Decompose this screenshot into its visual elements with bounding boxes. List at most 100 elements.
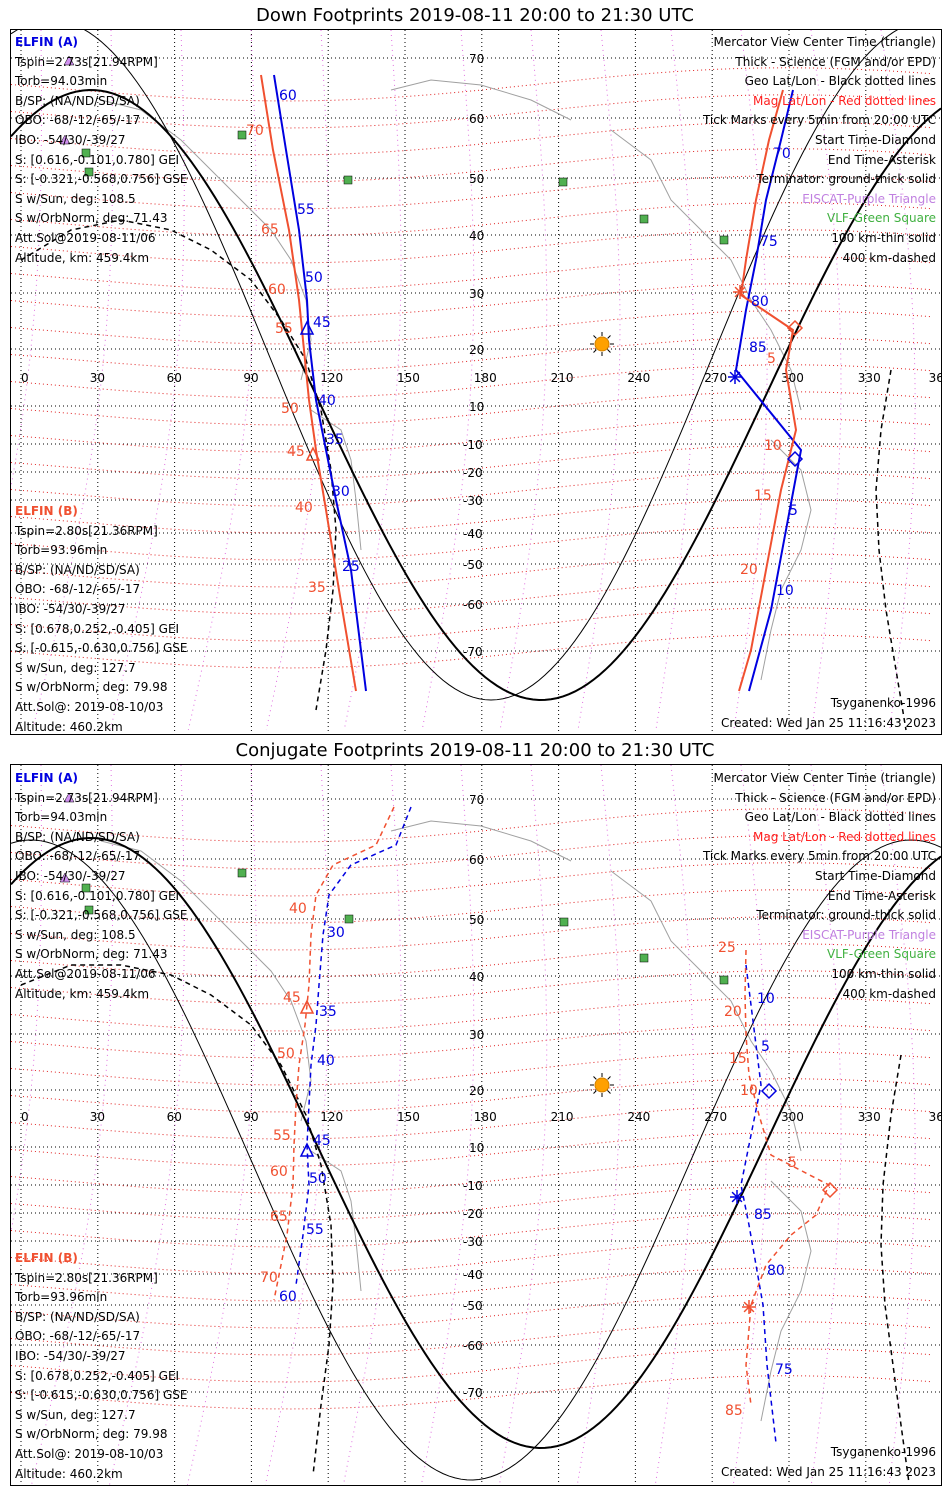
mag-lat-line (11, 148, 932, 183)
lon-label: 360 (929, 371, 942, 385)
info-line: OBO: -68/-12/-65/-17 (15, 582, 141, 597)
mag-lon-line (655, 30, 694, 731)
info-line: Altitude, km: 459.4km (15, 250, 150, 265)
mag-lat-line (11, 121, 932, 156)
info-line: Torb=93.96min (15, 1290, 108, 1305)
track-tick-label: 65 (270, 1209, 288, 1225)
track-tick-label: 10 (740, 1083, 758, 1099)
lon-label: 330 (858, 371, 881, 385)
asterisk-stroke (734, 286, 746, 298)
track-tick-label: 20 (740, 562, 758, 578)
created-timestamp: Created: Wed Jan 25 11:16:43 2023 (721, 1465, 936, 1479)
lat-label: 20 (469, 1084, 484, 1098)
legend-item: End Time-Asterisk (827, 152, 936, 167)
legend-item: Mag Lat/Lon - Red dotted lines (752, 829, 936, 844)
info-line: Tspin=2.73s[21.94RPM] (15, 790, 158, 805)
vlf-station-marker (558, 177, 568, 187)
info-line: S: [-0.615,-0.630,0.756] GSE (15, 1388, 188, 1403)
mag-lat-line (11, 553, 932, 588)
legend-item: EISCAT-Purple Triangle (802, 927, 936, 942)
info-line: Torb=94.03min (15, 74, 108, 89)
info-line: OBO: -68/-12/-65/-17 (15, 849, 141, 864)
mag-lat-line (11, 1132, 932, 1167)
lon-label: 0 (21, 371, 29, 385)
mag-lat-line (11, 364, 932, 399)
track-tick-label: 80 (767, 1263, 785, 1279)
info-line: Att.Sol@2019-08-11/06 (15, 966, 156, 981)
track-tick-label: 75 (760, 234, 778, 250)
coastline (610, 870, 802, 1152)
elfin-a-track-north (295, 806, 412, 1286)
track-tick-label: 60 (279, 88, 297, 104)
lat-label: -30 (463, 1235, 483, 1249)
lon-label: 180 (474, 1110, 497, 1124)
lat-label: 30 (469, 1028, 484, 1042)
mag-lat-line (11, 1294, 932, 1329)
mag-lat-line (11, 67, 932, 102)
mag-lon-line (186, 765, 257, 1485)
track-tick-label: 70 (260, 1270, 278, 1286)
legend-item: Thick - Science (FGM and/or EPD) (735, 790, 936, 805)
sun-ray (593, 1090, 597, 1094)
eiscat-marker (59, 134, 71, 145)
lat-label: 60 (469, 853, 484, 867)
end-time-asterisk (742, 1300, 756, 1314)
mag-lat-line (11, 1348, 932, 1383)
info-line: B/SP: (NA/ND/SD/SA) (15, 562, 140, 577)
lat-label: -40 (463, 1268, 483, 1282)
track-tick-label: 10 (776, 583, 794, 599)
track-tick-label: 75 (775, 1362, 793, 1378)
track-tick-label: 50 (277, 1046, 295, 1062)
vlf-station-marker (84, 905, 94, 915)
info-line: B/SP: (NA/ND/SD/SA) (15, 93, 140, 108)
lat-label: 20 (469, 343, 484, 357)
track-tick-label: 25 (718, 940, 736, 956)
lon-label: 210 (551, 1110, 574, 1124)
info-line: OBO: -68/-12/-65/-17 (15, 113, 141, 128)
lon-label: 270 (704, 371, 727, 385)
map-canvas-conjugate: 0306090120150180210240270300330360706050… (11, 765, 941, 1485)
lon-label: 300 (781, 1110, 804, 1124)
mag-lon-line (654, 765, 694, 1485)
vlf-station-marker (237, 130, 247, 140)
track-tick-label: 15 (754, 488, 772, 504)
legend-item: Geo Lat/Lon - Black dotted lines (744, 810, 936, 825)
asterisk-stroke (729, 371, 741, 383)
asterisk-stroke (743, 1301, 755, 1313)
vlf-station-marker (639, 953, 649, 963)
track-tick-label: 50 (305, 270, 323, 286)
elfin-b-track-south (738, 89, 798, 692)
mag-lon-line (187, 30, 257, 731)
end-time-asterisk (733, 285, 747, 299)
lat-label: -50 (463, 1299, 483, 1313)
center-time-triangle (299, 1142, 315, 1157)
elfin-b-track-north (273, 806, 395, 1301)
mag-lon-line (733, 30, 768, 731)
info-line: Att.Sol@: 2019-08-10/03 (15, 1446, 164, 1461)
mag-lat-line (11, 1105, 932, 1140)
elfin-b-label: ELFIN (B) (15, 1251, 78, 1265)
track-tick-label: 10 (757, 991, 775, 1007)
track-tick-label: 40 (295, 500, 313, 516)
track-tick-label: 40 (289, 901, 307, 917)
info-line: IBO: -54/30/-39/27 (15, 601, 126, 616)
info-line: S w/Sun, deg: 127.7 (15, 1407, 136, 1422)
mag-lon-line (11, 30, 42, 490)
track-tick-label: 35 (319, 1004, 337, 1020)
lat-label: -20 (463, 1207, 483, 1221)
terminator-400km (880, 1054, 910, 1484)
mag-lat-line (11, 997, 932, 1032)
mag-lat-line (11, 943, 932, 978)
mag-lon-line (576, 765, 621, 1485)
info-line: S w/Sun, deg: 127.7 (15, 660, 136, 675)
mag-lat-line (11, 1051, 932, 1086)
sun-icon (590, 1073, 614, 1097)
vlf-station-marker (84, 167, 94, 177)
center-time-triangle (299, 999, 315, 1014)
mag-lat-line (11, 916, 932, 951)
legend-item: Tick Marks every 5min from 20:00 UTC (702, 113, 936, 128)
track-tick-label: 10 (764, 438, 782, 454)
track-tick-label: 5 (761, 1039, 770, 1055)
track-tick-label: 45 (283, 990, 301, 1006)
track-tick-label: 55 (273, 1128, 291, 1144)
